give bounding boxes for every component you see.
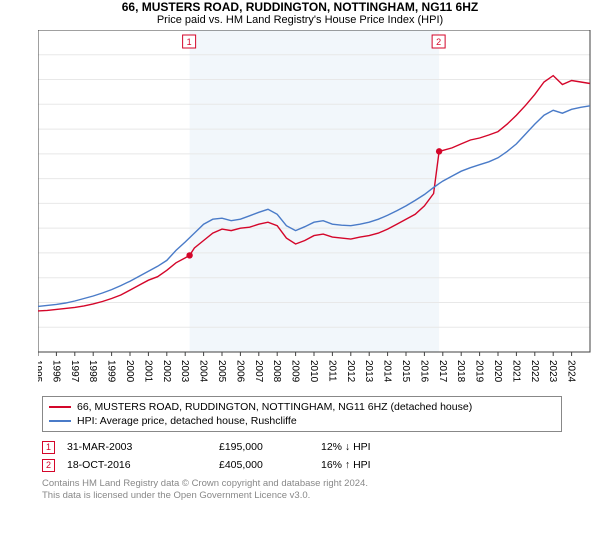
sale-diff: 12% ↓ HPI: [321, 438, 441, 456]
legend-swatch: [49, 406, 71, 408]
sale-marker-icon: 2: [42, 459, 55, 472]
svg-text:2002: 2002: [161, 360, 172, 383]
svg-text:1998: 1998: [87, 360, 98, 383]
sale-price: £405,000: [219, 456, 309, 474]
legend: 66, MUSTERS ROAD, RUDDINGTON, NOTTINGHAM…: [42, 396, 562, 432]
svg-text:2019: 2019: [474, 360, 485, 383]
svg-text:2022: 2022: [529, 360, 540, 383]
svg-text:2007: 2007: [253, 360, 264, 383]
license-line: Contains HM Land Registry data © Crown c…: [42, 478, 562, 490]
legend-row: HPI: Average price, detached house, Rush…: [49, 414, 555, 428]
table-row: 2 18-OCT-2016 £405,000 16% ↑ HPI: [42, 456, 562, 474]
svg-text:2015: 2015: [400, 360, 411, 383]
svg-text:1997: 1997: [69, 360, 80, 383]
sale-marker-icon: 1: [42, 441, 55, 454]
svg-text:2020: 2020: [492, 360, 503, 383]
table-row: 1 31-MAR-2003 £195,000 12% ↓ HPI: [42, 438, 562, 456]
svg-text:2024: 2024: [566, 360, 577, 383]
license-line: This data is licensed under the Open Gov…: [42, 490, 562, 502]
svg-text:2009: 2009: [290, 360, 301, 383]
svg-text:2001: 2001: [142, 360, 153, 383]
svg-text:1995: 1995: [38, 360, 43, 383]
legend-swatch: [49, 420, 71, 422]
svg-text:2021: 2021: [510, 360, 521, 383]
svg-text:2014: 2014: [382, 360, 393, 383]
license-text: Contains HM Land Registry data © Crown c…: [42, 478, 562, 502]
svg-text:2: 2: [436, 37, 441, 47]
legend-row: 66, MUSTERS ROAD, RUDDINGTON, NOTTINGHAM…: [49, 400, 555, 414]
sales-table: 1 31-MAR-2003 £195,000 12% ↓ HPI 2 18-OCT-201…: [42, 438, 562, 474]
svg-text:2016: 2016: [418, 360, 429, 383]
svg-text:2006: 2006: [234, 360, 245, 383]
page-subtitle: Price paid vs. HM Land Registry's House …: [0, 14, 600, 26]
svg-text:1996: 1996: [50, 360, 61, 383]
price-chart: £0£50K£100K£150K£200K£250K£300K£350K£400…: [38, 30, 598, 390]
legend-label: HPI: Average price, detached house, Rush…: [77, 414, 297, 428]
svg-text:1999: 1999: [106, 360, 117, 383]
sale-date: 31-MAR-2003: [67, 438, 207, 456]
svg-text:2003: 2003: [179, 360, 190, 383]
svg-text:2012: 2012: [345, 360, 356, 383]
svg-text:2000: 2000: [124, 360, 135, 383]
sale-date: 18-OCT-2016: [67, 456, 207, 474]
svg-text:2010: 2010: [308, 360, 319, 383]
sale-diff: 16% ↑ HPI: [321, 456, 441, 474]
svg-text:2017: 2017: [437, 360, 448, 383]
svg-text:2018: 2018: [455, 360, 466, 383]
svg-text:2005: 2005: [216, 360, 227, 383]
sale-price: £195,000: [219, 438, 309, 456]
chart-svg: £0£50K£100K£150K£200K£250K£300K£350K£400…: [38, 30, 598, 390]
svg-text:1: 1: [187, 37, 192, 47]
svg-text:2008: 2008: [271, 360, 282, 383]
svg-text:2011: 2011: [326, 360, 337, 382]
legend-label: 66, MUSTERS ROAD, RUDDINGTON, NOTTINGHAM…: [77, 400, 472, 414]
svg-text:2013: 2013: [363, 360, 374, 383]
page-title: 66, MUSTERS ROAD, RUDDINGTON, NOTTINGHAM…: [0, 0, 600, 14]
svg-text:2004: 2004: [198, 360, 209, 383]
svg-text:2023: 2023: [547, 360, 558, 383]
